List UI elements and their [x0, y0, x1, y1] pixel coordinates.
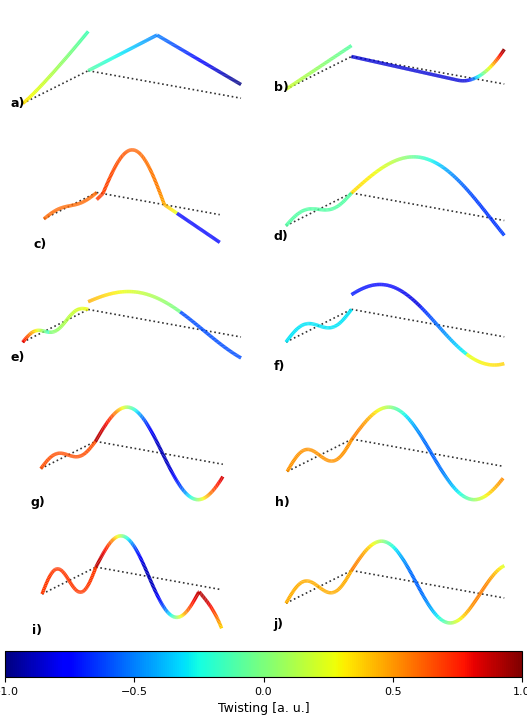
Text: c): c)	[34, 238, 47, 251]
Text: a): a)	[11, 98, 25, 111]
Text: d): d)	[274, 230, 288, 243]
Text: g): g)	[31, 496, 45, 509]
Text: e): e)	[11, 352, 25, 365]
Text: f): f)	[274, 360, 285, 373]
X-axis label: Twisting [a. u.]: Twisting [a. u.]	[218, 703, 309, 716]
Text: j): j)	[274, 618, 284, 631]
Text: b): b)	[274, 81, 288, 93]
Text: h): h)	[275, 496, 290, 509]
Text: i): i)	[32, 625, 42, 638]
